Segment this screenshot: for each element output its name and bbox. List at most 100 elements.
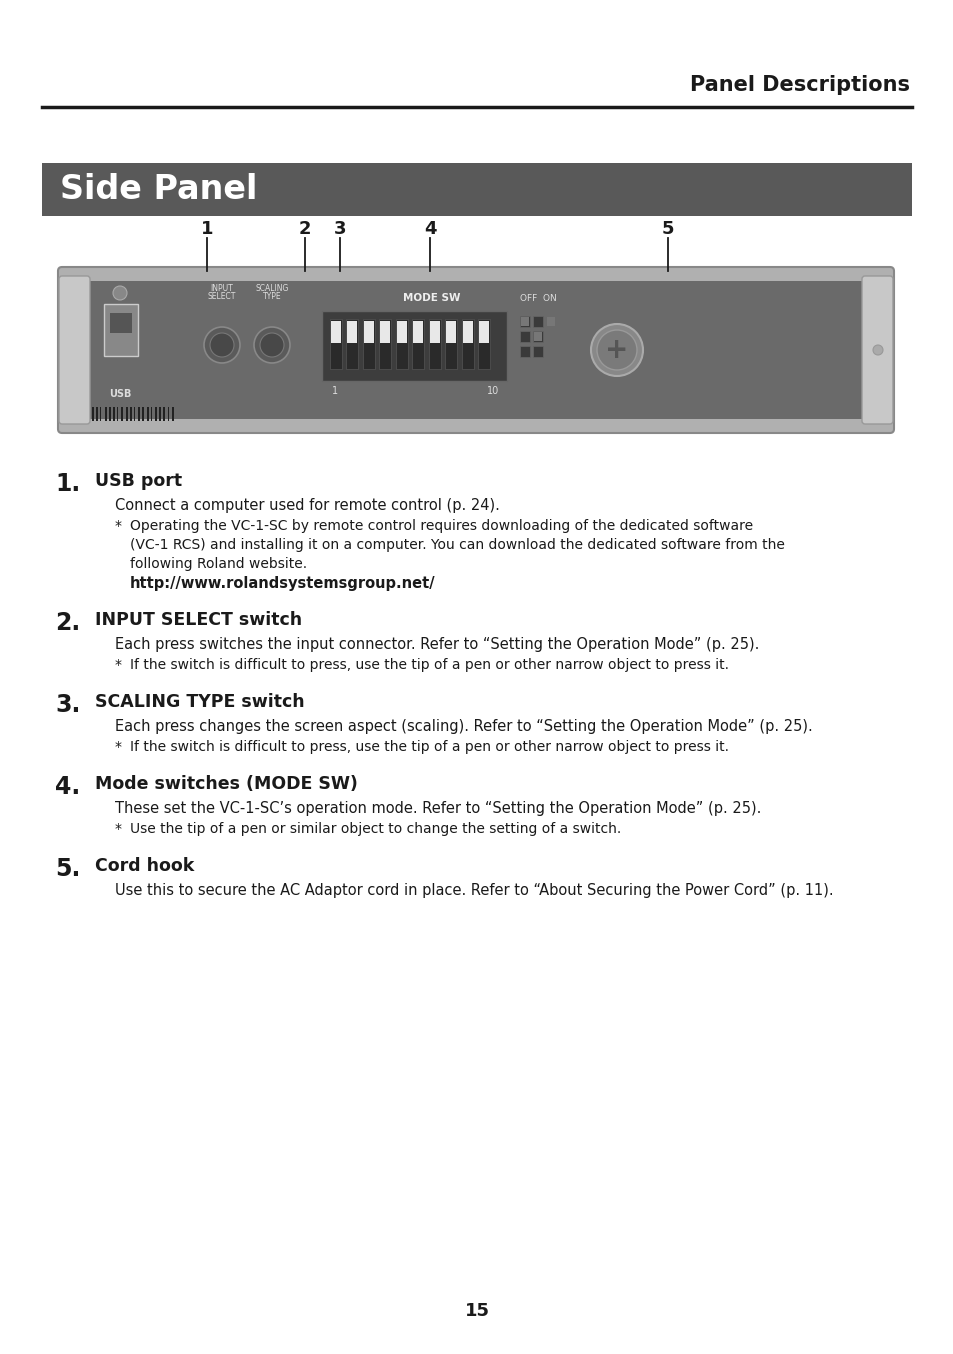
Bar xyxy=(346,320,358,370)
Text: 1: 1 xyxy=(200,219,213,238)
Text: *: * xyxy=(115,741,122,754)
Bar xyxy=(126,408,128,421)
Bar xyxy=(109,408,111,421)
FancyBboxPatch shape xyxy=(104,305,138,356)
Text: Use this to secure the AC Adaptor cord in place. Refer to “About Securing the Po: Use this to secure the AC Adaptor cord i… xyxy=(115,883,833,898)
Text: These set the VC-1-SC’s operation mode. Refer to “Setting the Operation Mode” (p: These set the VC-1-SC’s operation mode. … xyxy=(115,802,760,816)
Text: +: + xyxy=(604,336,628,364)
Bar xyxy=(147,408,149,421)
Bar xyxy=(445,320,457,370)
Text: 2.: 2. xyxy=(55,611,80,635)
Bar xyxy=(322,311,506,380)
Text: Cord hook: Cord hook xyxy=(95,857,194,875)
Bar xyxy=(330,320,341,370)
Text: TYPE: TYPE xyxy=(262,292,281,301)
Bar xyxy=(412,320,424,370)
Text: USB port: USB port xyxy=(95,473,182,490)
Text: INPUT SELECT switch: INPUT SELECT switch xyxy=(95,611,302,630)
Text: Each press switches the input connector. Refer to “Setting the Operation Mode” (: Each press switches the input connector.… xyxy=(115,636,759,653)
Bar xyxy=(172,408,173,421)
Bar xyxy=(347,321,357,343)
Bar xyxy=(154,408,157,421)
Bar xyxy=(130,408,132,421)
Circle shape xyxy=(210,333,233,357)
Text: 4: 4 xyxy=(423,219,436,238)
Bar xyxy=(80,282,871,418)
Bar xyxy=(117,408,118,421)
Bar xyxy=(91,408,94,421)
Text: Side Panel: Side Panel xyxy=(60,173,257,206)
Text: http://www.rolandsystemsgroup.net/: http://www.rolandsystemsgroup.net/ xyxy=(130,575,436,590)
Text: *: * xyxy=(115,519,122,533)
Text: INPUT: INPUT xyxy=(211,284,233,292)
Bar xyxy=(446,321,456,343)
Bar xyxy=(395,320,408,370)
Bar xyxy=(363,320,375,370)
Bar xyxy=(462,321,473,343)
Text: 1: 1 xyxy=(332,386,337,395)
Bar xyxy=(133,408,135,421)
Bar xyxy=(379,320,391,370)
Text: If the switch is difficult to press, use the tip of a pen or other narrow object: If the switch is difficult to press, use… xyxy=(130,741,728,754)
Text: following Roland website.: following Roland website. xyxy=(130,556,307,571)
Bar xyxy=(546,317,555,326)
Text: Operating the VC-1-SC by remote control requires downloading of the dedicated so: Operating the VC-1-SC by remote control … xyxy=(130,519,752,533)
Text: *: * xyxy=(115,822,122,835)
Bar xyxy=(331,321,340,343)
Bar xyxy=(151,408,152,421)
Bar xyxy=(105,408,107,421)
Bar xyxy=(396,321,407,343)
Bar xyxy=(413,321,423,343)
Bar xyxy=(168,408,169,421)
Bar xyxy=(142,408,144,421)
Text: Connect a computer used for remote control (p. 24).: Connect a computer used for remote contr… xyxy=(115,498,499,513)
Circle shape xyxy=(597,330,637,370)
Circle shape xyxy=(253,328,290,363)
FancyBboxPatch shape xyxy=(58,267,893,433)
Bar xyxy=(533,315,542,328)
Bar xyxy=(42,162,911,217)
Bar xyxy=(138,408,140,421)
Text: 5.: 5. xyxy=(55,857,80,881)
Bar xyxy=(430,321,439,343)
Text: 3: 3 xyxy=(334,219,346,238)
Bar xyxy=(520,317,529,326)
Bar xyxy=(534,332,541,341)
Bar xyxy=(380,321,390,343)
Bar xyxy=(461,320,474,370)
Text: OFF  ON: OFF ON xyxy=(519,294,557,303)
Bar xyxy=(519,347,530,357)
Text: 10: 10 xyxy=(486,386,498,395)
Circle shape xyxy=(260,333,284,357)
Text: 1.: 1. xyxy=(55,473,80,496)
Bar xyxy=(100,408,101,421)
Text: SCALING TYPE switch: SCALING TYPE switch xyxy=(95,693,304,711)
Bar xyxy=(96,408,98,421)
Bar xyxy=(429,320,440,370)
Text: 5: 5 xyxy=(661,219,674,238)
Bar xyxy=(112,408,115,421)
Bar xyxy=(163,408,165,421)
Text: Each press changes the screen aspect (scaling). Refer to “Setting the Operation : Each press changes the screen aspect (sc… xyxy=(115,719,812,734)
Circle shape xyxy=(204,328,240,363)
Text: Panel Descriptions: Panel Descriptions xyxy=(689,74,909,95)
Text: 4.: 4. xyxy=(55,774,80,799)
Bar xyxy=(533,347,542,357)
Circle shape xyxy=(872,345,882,355)
Text: If the switch is difficult to press, use the tip of a pen or other narrow object: If the switch is difficult to press, use… xyxy=(130,658,728,672)
Circle shape xyxy=(112,286,127,301)
Bar xyxy=(519,315,530,328)
Text: USB: USB xyxy=(109,389,132,399)
Text: SELECT: SELECT xyxy=(208,292,236,301)
Bar xyxy=(159,408,161,421)
Bar xyxy=(479,321,489,343)
Bar xyxy=(364,321,374,343)
Text: (VC-1 RCS) and installing it on a computer. You can download the dedicated softw: (VC-1 RCS) and installing it on a comput… xyxy=(130,538,784,552)
Text: Use the tip of a pen or similar object to change the setting of a switch.: Use the tip of a pen or similar object t… xyxy=(130,822,620,835)
Bar xyxy=(110,313,132,333)
Text: *: * xyxy=(115,658,122,672)
FancyBboxPatch shape xyxy=(862,276,892,424)
Text: Mode switches (MODE SW): Mode switches (MODE SW) xyxy=(95,774,357,793)
Text: MODE SW: MODE SW xyxy=(403,292,460,303)
Circle shape xyxy=(590,324,642,376)
